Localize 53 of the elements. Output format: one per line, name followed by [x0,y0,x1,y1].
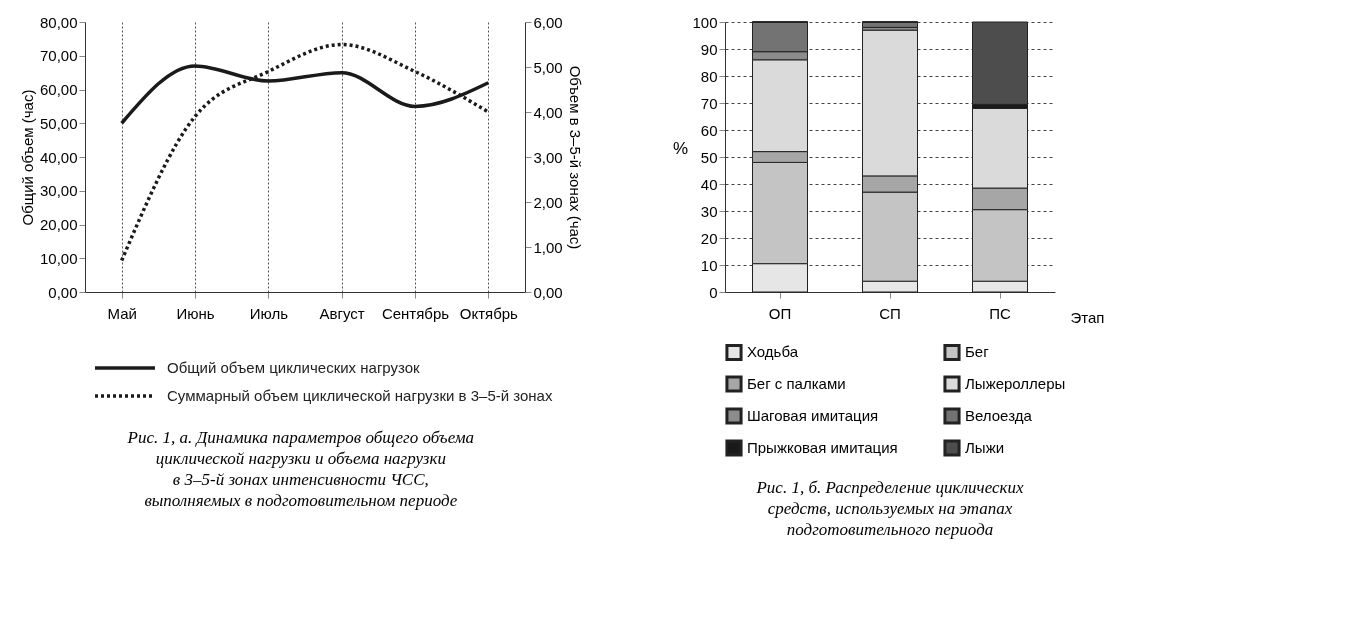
line-series [119,42,491,263]
y-tick-label: 0,00 [48,283,78,301]
legend-label: Суммарный объем циклической нагрузки в 3–5-й зонах [167,387,553,404]
y-tick-label: 0 [709,283,718,301]
legend-label: Ходьба [747,343,799,361]
y-tick-label: 10 [700,256,718,274]
x-tick-label: СП [879,304,901,322]
legend-label: Велоезда [965,407,1033,424]
legend-label: Лыжероллеры [965,375,1066,392]
x-tick-label: Август [319,304,365,322]
y-tick-label: 50,00 [39,114,78,132]
y-tick-label: 40 [700,175,718,193]
y-axis-title: Общий объем (час) [18,89,36,226]
y2-tick-label: 0,00 [533,283,563,301]
legend-label: Шаговая имитация [747,407,879,424]
legend-label: Общий объем циклических нагрузок [167,359,421,376]
x-tick-label: Май [107,304,137,322]
y2-tick-label: 2,00 [533,193,563,211]
legend-label: Прыжковая имитация [747,439,898,456]
y-tick-label: 60,00 [39,81,78,98]
y-tick-label: 10,00 [39,249,78,267]
x-axis-title: Этап [1070,308,1105,326]
x-tick-label: Июль [249,304,289,322]
y-tick-label: 60 [700,121,718,139]
y2-tick-label: 6,00 [533,13,563,31]
y2-tick-label: 5,00 [533,58,563,76]
x-tick-label: ПС [989,304,1011,322]
y-tick-label: 80 [700,67,718,85]
y2-tick-label: 4,00 [533,103,563,121]
x-tick-label: Июнь [176,304,215,322]
y-tick-label: 100 [692,13,718,31]
y-tick-label: 50 [700,148,718,166]
text: Рис. 1, б. Распределение циклических средств, используемых на этапах подготовительного периода [755,478,1024,539]
x-tick-label: ОП [768,304,792,322]
y2-axis-title: Объем в 3–5-й зонах (час) [566,65,584,250]
y-tick-label: 90 [700,40,718,58]
y-tick-label: 80,00 [39,13,78,31]
y-tick-label: 20 [700,229,718,247]
legend-label: Лыжи [965,439,1005,456]
y-tick-label: 70,00 [39,47,78,65]
y-tick-label: 30,00 [39,182,78,200]
text: Рис. 1, а. Динамика параметров общего объема циклической нагрузки и объема нагрузки в 3–5-й зонах интенсивности ЧСС, выполняемых в подготовительном периоде [126,428,475,510]
y-tick-label: 40,00 [39,148,78,166]
y-tick-label: 30 [700,202,718,220]
legend-label: Бег с палками [747,375,846,392]
y2-tick-label: 1,00 [533,238,563,256]
x-tick-label: Сентябрь [381,304,450,322]
y-axis-title: % [672,138,689,158]
legend-label: Бег [965,343,990,361]
x-tick-label: Октябрь [459,304,519,322]
y-tick-label: 70 [700,94,718,112]
y2-tick-label: 3,00 [533,148,563,166]
y-tick-label: 20,00 [39,216,78,233]
